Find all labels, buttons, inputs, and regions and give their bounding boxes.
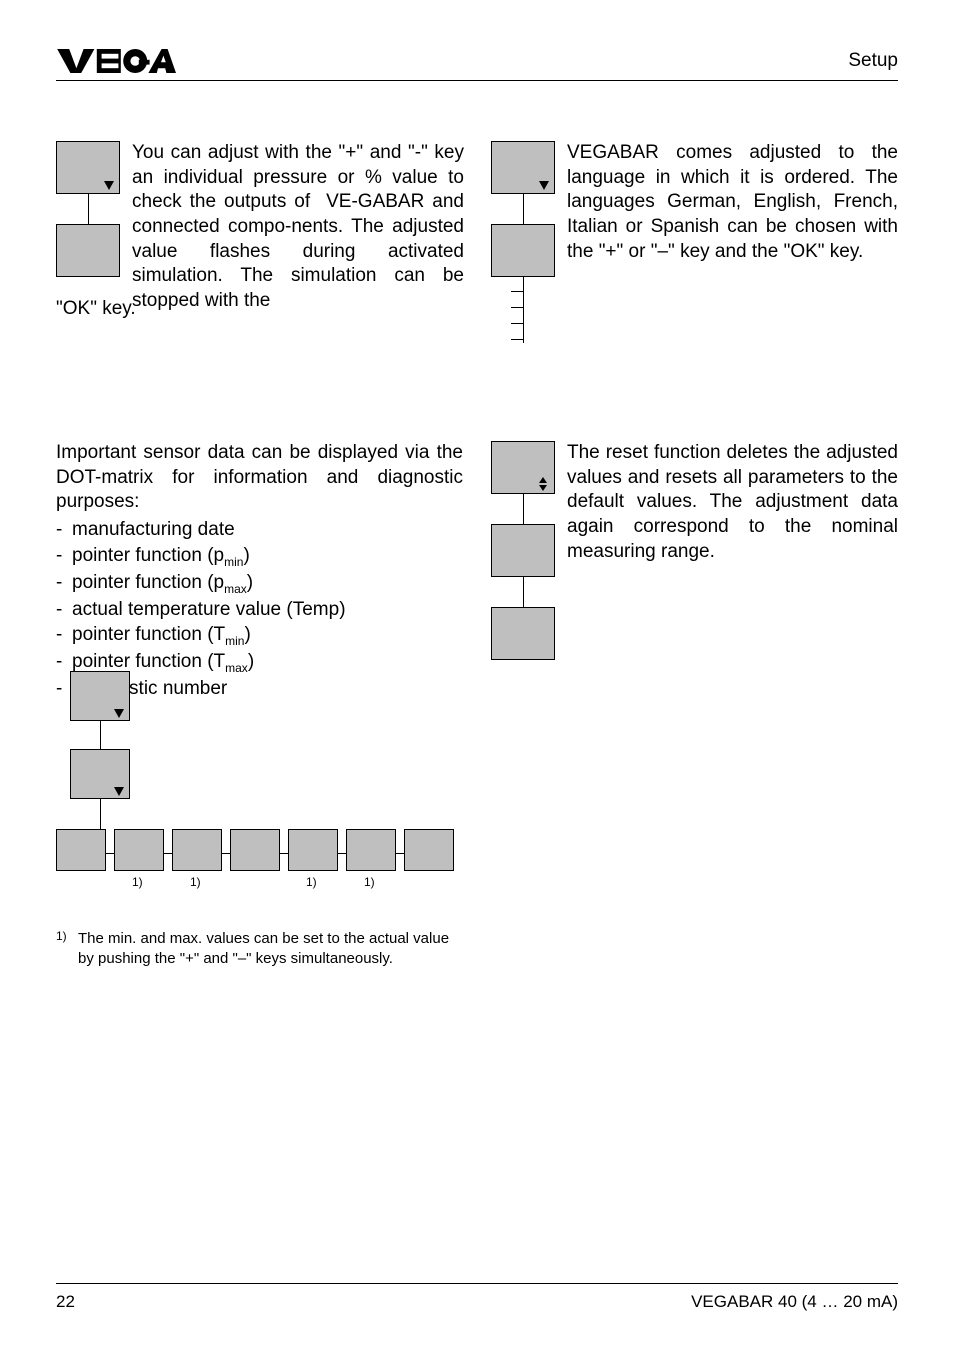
diagram-box — [404, 829, 454, 871]
connector-line — [100, 721, 101, 749]
list-item: -pointer function (Tmin) — [56, 622, 463, 649]
diagram-box — [172, 829, 222, 871]
diagram-box — [230, 829, 280, 871]
diagram-info-tree: 1) 1) 1) 1) — [56, 671, 466, 951]
column-right: VEGABAR comes adjusted to the language i… — [491, 141, 898, 351]
diagram-box — [491, 607, 555, 660]
connector-tick — [511, 323, 523, 324]
item-text: pointer function (Tmin) — [72, 622, 251, 649]
page-header: Setup — [56, 46, 898, 81]
connector-line — [523, 277, 524, 343]
connector-line — [100, 799, 101, 829]
footnote: 1) The min. and max. values can be set t… — [56, 929, 456, 968]
page: Setup You can adjust with the "+" and "-… — [0, 0, 954, 1352]
header-title: Setup — [848, 50, 898, 72]
connector-tick — [511, 307, 523, 308]
item-text: pointer function (pmax) — [72, 570, 253, 597]
list-item: -pointer function (pmax) — [56, 570, 463, 597]
list-item: -actual temperature value (Temp) — [56, 597, 463, 623]
connector-line — [523, 494, 524, 524]
content-columns: You can adjust with the "+" and "-" key … — [56, 141, 898, 351]
diagram-box — [114, 829, 164, 871]
list-item: -manufacturing date — [56, 517, 463, 543]
diagram-box — [56, 224, 120, 277]
intro-text: Important sensor data can be displayed v… — [56, 441, 463, 515]
page-number: 22 — [56, 1292, 75, 1312]
doc-title: VEGABAR 40 (4 … 20 mA) — [691, 1292, 898, 1312]
diagram-box — [491, 524, 555, 577]
para-language: VEGABAR comes adjusted to the language i… — [567, 141, 898, 264]
footnote-mark: 1) — [56, 929, 78, 968]
vega-logo — [56, 46, 176, 76]
paragraph-text: The reset function deletes the adjusted … — [567, 441, 898, 564]
list-item: -pointer function (pmin) — [56, 543, 463, 570]
connector-line — [523, 577, 524, 607]
down-arrow-icon — [104, 181, 114, 190]
paragraph-text: VEGABAR comes adjusted to the language i… — [567, 141, 898, 264]
item-text: manufacturing date — [72, 517, 235, 543]
connector-line — [523, 194, 524, 224]
connector-tick — [511, 291, 523, 292]
section-sensor-data: Important sensor data can be displayed v… — [56, 441, 463, 702]
para-reset: The reset function deletes the adjusted … — [567, 441, 898, 564]
column-left: You can adjust with the "+" and "-" key … — [56, 141, 463, 351]
footnote-ref: 1) — [190, 875, 201, 889]
section-reset: The reset function deletes the adjusted … — [491, 441, 898, 681]
page-footer: 22 VEGABAR 40 (4 … 20 mA) — [56, 1283, 898, 1312]
diagram-box — [288, 829, 338, 871]
footnote-ref: 1) — [306, 875, 317, 889]
paragraph-text-tail: "OK" key. — [56, 297, 136, 322]
item-text: pointer function (pmin) — [72, 543, 250, 570]
diagram-box — [346, 829, 396, 871]
down-arrow-icon — [539, 181, 549, 190]
footnote-text: The min. and max. values can be set to t… — [78, 929, 456, 968]
item-text: actual temperature value (Temp) — [72, 597, 346, 623]
diagram-box — [56, 829, 106, 871]
connector-line — [88, 194, 89, 224]
paragraph-text: You can adjust with the "+" and "-" key … — [132, 141, 464, 314]
connector-tick — [511, 339, 523, 340]
diagram-box — [491, 224, 555, 277]
down-arrow-icon — [114, 709, 124, 718]
footnote-ref: 1) — [132, 875, 143, 889]
bidir-arrow-icon — [539, 477, 547, 491]
down-arrow-icon — [114, 787, 124, 796]
para-simulation-wrap: You can adjust with the "+" and "-" key … — [132, 141, 464, 314]
footnote-ref: 1) — [364, 875, 375, 889]
